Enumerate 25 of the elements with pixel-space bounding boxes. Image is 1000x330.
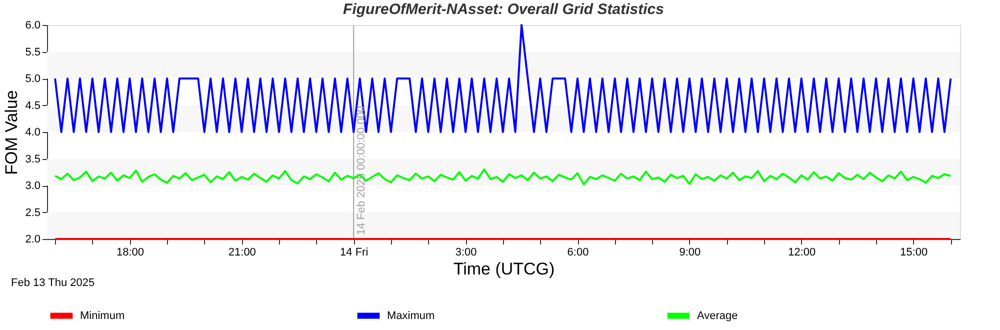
x-tick-label: 6:00 — [567, 246, 589, 258]
x-tick-label: 21:00 — [228, 246, 256, 258]
x-tick-label: 15:00 — [900, 246, 928, 258]
legend-label: Average — [697, 310, 738, 322]
y-axis-title: FOM Value — [2, 90, 22, 175]
legend-label: Maximum — [387, 310, 435, 322]
x-tick-label: 14 Fri — [340, 246, 368, 258]
y-tick-label: 4.0 — [25, 126, 40, 138]
x-tick-label: 12:00 — [788, 246, 816, 258]
y-tick-label: 2.5 — [25, 206, 40, 219]
text: Feb 13 Thu 2025 — [11, 277, 95, 289]
y-tick-label: 5.0 — [25, 73, 40, 85]
x-tick-label: 18:00 — [116, 246, 144, 258]
ref-line-label: 14 Feb 2025 00:00:00.000 — [356, 106, 368, 235]
legend-label: Minimum — [80, 310, 125, 322]
x-tick-label: 9:00 — [679, 246, 701, 258]
y-tick-label: 3.0 — [25, 180, 40, 192]
x-axis-title: Time (UTCG) — [453, 260, 555, 278]
y-tick-label: 4.5 — [25, 100, 40, 112]
y-tick-label: 6.0 — [25, 20, 40, 32]
y-tick-label: 3.5 — [25, 153, 40, 166]
y-tick-label: 2.0 — [25, 234, 40, 246]
chart-title: FigureOfMerit-NAsset: Overall Grid Statistics — [343, 1, 664, 18]
y-tick-label: 5.5 — [25, 46, 40, 58]
x-tick-label: 3:00 — [455, 246, 477, 258]
